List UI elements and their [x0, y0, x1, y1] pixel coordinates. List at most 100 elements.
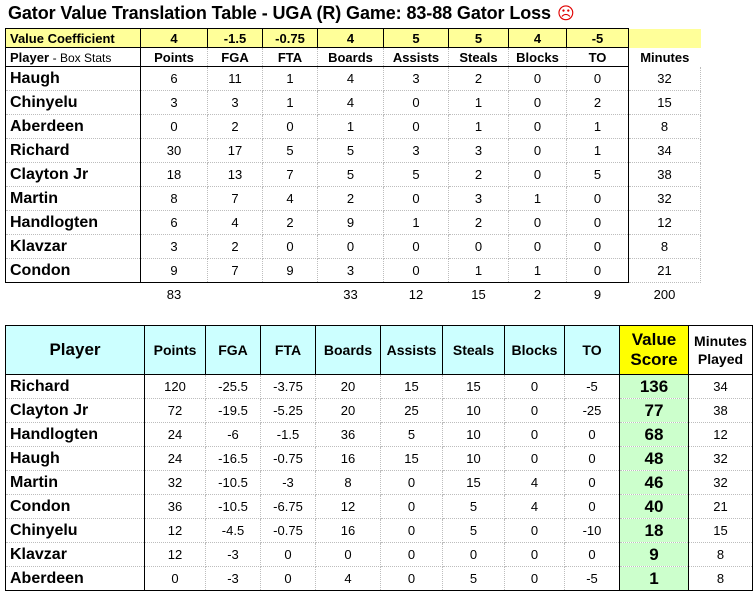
- value-score-label-2: Score: [630, 350, 678, 369]
- coefficient-cell: -1.5: [207, 28, 263, 48]
- stat-cell: 3: [140, 90, 208, 115]
- stat-cell: 9: [262, 258, 318, 283]
- table-row: Condon 9 7 9 3 0 1 1 0 21: [5, 258, 701, 283]
- stat-cell: 1: [508, 186, 567, 211]
- stat-cell: 7: [262, 162, 318, 187]
- coefficient-cell: 4: [140, 28, 208, 48]
- value-cell: -1.5: [260, 422, 316, 447]
- table-row: Richard 120 -25.5 -3.75 20 15 15 0 -5 136 34: [5, 374, 753, 399]
- stat-cell: 1: [448, 258, 509, 283]
- player-name: Condon: [5, 258, 141, 283]
- stat-cell: 3: [383, 66, 449, 91]
- stat-cell: 0: [566, 210, 629, 235]
- value-cell: 0: [504, 566, 565, 591]
- minutes-played-cell: 34: [688, 374, 753, 399]
- minutes-played-cell: 15: [688, 518, 753, 543]
- value-cell: 0: [380, 566, 443, 591]
- table-row: Richard 30 17 5 5 3 3 0 1 34: [5, 138, 701, 163]
- value-cell: 0: [442, 542, 505, 567]
- value-cell: -3.75: [260, 374, 316, 399]
- value-score-table: Player Points FGA FTA Boards Assists Steals Blo…: [5, 325, 753, 591]
- value-cell: 72: [144, 398, 206, 423]
- value-cell: -10: [564, 518, 620, 543]
- column-header: FTA: [260, 325, 316, 375]
- player-name: Klavzar: [5, 542, 145, 567]
- coefficient-row: Value Coefficient 4 -1.5 -0.75 4 5 5 4 -5: [5, 28, 701, 48]
- player-name: Klavzar: [5, 234, 141, 259]
- stat-cell: 8: [140, 186, 208, 211]
- minutes-cell: 38: [628, 162, 701, 187]
- coefficient-cell: 4: [317, 28, 384, 48]
- stat-cell: 0: [508, 90, 567, 115]
- column-header: FGA: [207, 47, 263, 67]
- stat-cell: 2: [262, 210, 318, 235]
- column-header: TO: [564, 325, 620, 375]
- value-cell: 5: [442, 566, 505, 591]
- stat-cell: 3: [317, 258, 384, 283]
- value-cell: 24: [144, 446, 206, 471]
- stat-cell: 0: [566, 186, 629, 211]
- player-name: Richard: [5, 374, 145, 399]
- stat-cell: 1: [317, 114, 384, 139]
- stat-cell: 0: [566, 258, 629, 283]
- value-cell: 0: [564, 542, 620, 567]
- stat-cell: 7: [207, 258, 263, 283]
- stat-cell: 11: [207, 66, 263, 91]
- stat-cell: 17: [207, 138, 263, 163]
- minutes-played-cell: 8: [688, 542, 753, 567]
- stat-cell: 1: [566, 114, 629, 139]
- value-cell: 0: [260, 542, 316, 567]
- column-header: Points: [144, 325, 206, 375]
- value-cell: 0: [564, 494, 620, 519]
- player-name: Haugh: [5, 66, 141, 91]
- stat-cell: 1: [566, 138, 629, 163]
- minutes-played-cell: 8: [688, 566, 753, 591]
- table-row: Klavzar 12 -3 0 0 0 0 0 0 9 8: [5, 542, 753, 567]
- total-cell: [263, 283, 318, 307]
- column-header: Blocks: [508, 47, 567, 67]
- table-row: Martin 8 7 4 2 0 3 1 0 32: [5, 186, 701, 211]
- frown-icon: ☹: [556, 4, 575, 23]
- stat-cell: 7: [207, 186, 263, 211]
- value-cell: 15: [380, 374, 443, 399]
- table-row: Clayton Jr 72 -19.5 -5.25 20 25 10 0 -25 77 38: [5, 398, 753, 423]
- player-name: Chinyelu: [5, 90, 141, 115]
- value-score-cell: 77: [619, 398, 689, 423]
- value-cell: 0: [504, 422, 565, 447]
- stat-cell: 0: [262, 114, 318, 139]
- stat-cell: 0: [508, 66, 567, 91]
- value-cell: 5: [442, 518, 505, 543]
- minutes-played-cell: 38: [688, 398, 753, 423]
- value-cell: 5: [380, 422, 443, 447]
- value-cell: -4.5: [205, 518, 261, 543]
- stat-cell: 3: [448, 138, 509, 163]
- total-cell: 9: [593, 287, 602, 302]
- value-cell: 0: [380, 470, 443, 495]
- stat-cell: 0: [383, 186, 449, 211]
- value-cell: -10.5: [205, 494, 261, 519]
- table-row: Haugh 6 11 1 4 3 2 0 0 32: [5, 66, 701, 91]
- stat-cell: 2: [207, 114, 263, 139]
- value-cell: -3: [205, 566, 261, 591]
- stat-cell: 9: [140, 258, 208, 283]
- value-cell: 4: [315, 566, 381, 591]
- total-minutes-cell: 200: [653, 287, 676, 302]
- value-cell: -5: [564, 566, 620, 591]
- column-header: FTA: [262, 47, 318, 67]
- column-header: Assists: [383, 47, 449, 67]
- value-cell: 0: [504, 542, 565, 567]
- player-name: Aberdeen: [5, 114, 141, 139]
- stat-cell: 0: [508, 210, 567, 235]
- total-cell: 15: [471, 287, 486, 302]
- coefficient-cell: 5: [383, 28, 449, 48]
- value-cell: 15: [380, 446, 443, 471]
- value-cell: 120: [144, 374, 206, 399]
- stat-cell: 0: [508, 162, 567, 187]
- value-cell: 32: [144, 470, 206, 495]
- value-cell: 0: [380, 542, 443, 567]
- stat-cell: 0: [383, 114, 449, 139]
- player-name: Handlogten: [5, 210, 141, 235]
- stat-cell: 0: [508, 114, 567, 139]
- table-row: Haugh 24 -16.5 -0.75 16 15 10 0 0 48 32: [5, 446, 753, 471]
- player-header: Player - Box Stats: [5, 47, 141, 67]
